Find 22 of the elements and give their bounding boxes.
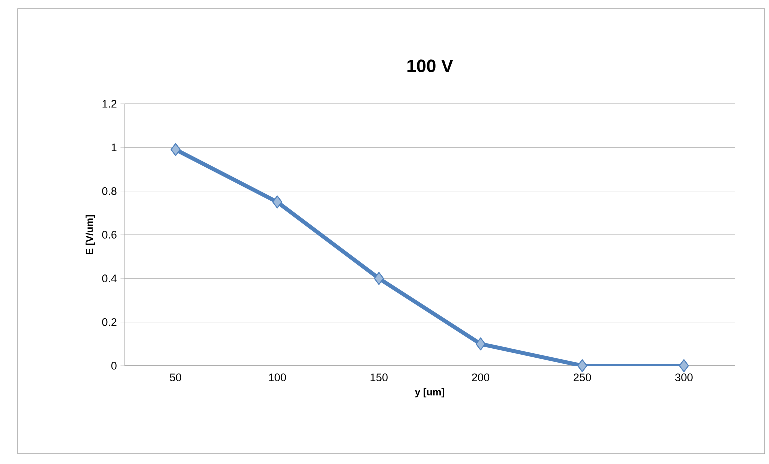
point [679, 359, 690, 372]
x-axis-title: y [um] [415, 388, 444, 398]
y-tick-label: 0.8 [102, 187, 117, 196]
point [578, 359, 588, 372]
point [476, 338, 486, 351]
y-tick-label: 1.2 [102, 100, 117, 108]
y-tick-label: 0 [112, 362, 117, 370]
x-tick-label: 50 [170, 374, 182, 382]
y-tick-label: 0.2 [102, 318, 117, 326]
point [170, 143, 181, 156]
chart-title: 100 V [408, 60, 454, 72]
y-tick-label: 0.4 [102, 274, 117, 283]
x-tick-label: 200 [472, 374, 490, 382]
x-tick-label: 150 [370, 374, 388, 382]
y-tick-label: 0.6 [102, 231, 117, 239]
x-tick-label: 300 [675, 374, 693, 382]
x-tick-label: 100 [269, 374, 286, 382]
point [272, 196, 283, 209]
y-tick-label: 1 [112, 144, 117, 152]
x-tick-label: 250 [574, 374, 592, 382]
point [374, 272, 384, 286]
y-axis-title: E [V/um] [86, 215, 96, 255]
